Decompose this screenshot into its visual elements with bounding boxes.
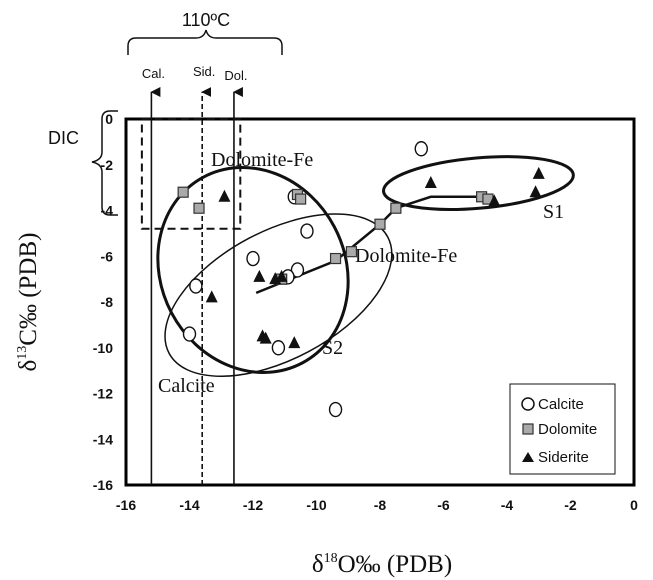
y-tick-label: -6	[101, 248, 114, 264]
legend-calcite-label: Calcite	[538, 396, 584, 413]
dolomite-point	[193, 202, 205, 214]
group-ellipse	[164, 213, 393, 377]
x-tick-label: -8	[374, 497, 387, 513]
dolomite-point	[295, 193, 307, 205]
dic-box-layer	[140, 118, 242, 230]
calcite-point	[300, 223, 314, 239]
vertical-marker-label: Sid.	[193, 64, 215, 79]
calcite-point	[271, 340, 286, 356]
y-tick-label: -2	[101, 157, 114, 173]
calcite-point	[182, 326, 197, 342]
ellipse-layer	[156, 155, 575, 377]
x-tick-label: -4	[501, 497, 514, 513]
dic-box	[140, 118, 242, 230]
x-tick-label: -2	[564, 497, 577, 513]
dolomite-fe-lower-label: Dolomite-Fe	[355, 245, 457, 267]
calcite-point	[290, 262, 305, 278]
x-tick-labels: -16 -14 -12 -10 -8 -6 -4 -2 0	[116, 497, 638, 513]
x-axis-title: δ18O‰ (PDB)	[312, 551, 452, 578]
x-tick-label: -14	[179, 497, 199, 513]
y-tick-label: -10	[93, 340, 113, 356]
dolomite-fe-upper-label: Dolomite-Fe	[211, 149, 313, 171]
y-tick-label: -12	[93, 386, 113, 402]
siderite-point	[259, 331, 272, 344]
group-ellipse	[382, 155, 575, 211]
x-tick-label: 0	[630, 497, 638, 513]
y-tick-labels: 0-2-4-6-8-10-12-14-16	[93, 111, 113, 493]
siderite-point	[218, 189, 231, 202]
y-tick-label: -14	[93, 431, 113, 447]
legend-dolomite-label: Dolomite	[538, 421, 597, 438]
calcite-region-label: Calcite	[158, 375, 215, 397]
dic-brace	[91, 110, 118, 216]
dolomite-point	[390, 202, 402, 214]
calcite-point	[246, 250, 260, 267]
group-ellipse	[156, 166, 350, 374]
calcite-point	[414, 141, 428, 157]
x-tick-label: -16	[116, 497, 136, 513]
dolomite-point	[345, 246, 358, 258]
siderite-point	[288, 336, 301, 349]
temperature-label: 110ºC	[182, 10, 230, 30]
vertical-marker-label: Cal.	[142, 66, 165, 81]
siderite-point	[488, 194, 501, 207]
dolomite-point	[374, 218, 386, 230]
x-tick-label: -12	[243, 497, 263, 513]
calcite-point	[189, 278, 203, 294]
plot-frame	[124, 117, 636, 487]
y-tick-label: -16	[93, 477, 113, 493]
x-tick-label: -6	[437, 497, 450, 513]
legend-dolomite-marker	[522, 423, 534, 435]
data-points-layer	[177, 141, 545, 418]
dic-label: DIC	[48, 128, 79, 148]
y-tick-label: -8	[101, 294, 114, 310]
legend-calcite-marker	[521, 397, 535, 411]
siderite-point	[205, 290, 218, 303]
s1-label: S1	[543, 201, 564, 223]
siderite-point	[275, 269, 288, 282]
temperature-brace	[127, 29, 283, 55]
siderite-point	[253, 269, 266, 282]
calcite-point	[328, 401, 343, 418]
siderite-point	[424, 176, 437, 189]
legend-siderite-marker	[522, 452, 534, 462]
dolomite-point	[177, 186, 189, 198]
x-tick-label: -10	[306, 497, 326, 513]
dolomite-point	[329, 252, 342, 265]
legend-siderite-label: Siderite	[538, 449, 589, 466]
siderite-point	[532, 166, 545, 179]
legend: Calcite Dolomite Siderite	[509, 383, 616, 475]
y-tick-label: 0	[105, 111, 113, 127]
y-axis-title: δ13C‰ (PDB)	[15, 233, 42, 372]
vertical-marker-label: Dol.	[224, 68, 247, 83]
s2-label: S2	[322, 337, 343, 359]
siderite-point	[529, 185, 542, 198]
